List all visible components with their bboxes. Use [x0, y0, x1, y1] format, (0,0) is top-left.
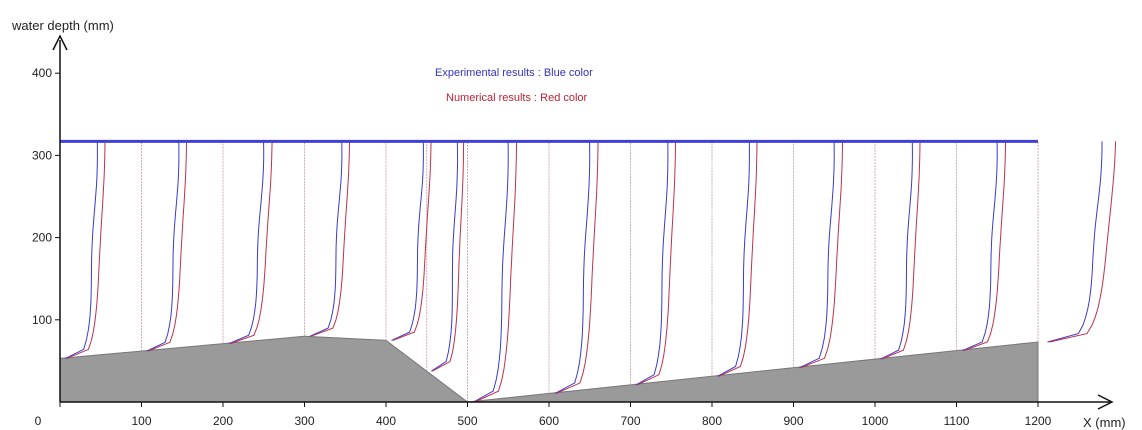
numerical-profile [636, 141, 676, 386]
numerical-profiles [66, 141, 1117, 403]
experimental-profiles [65, 141, 1103, 403]
experimental-profile [309, 141, 343, 337]
legend-numerical: Numerical results : Red color [446, 92, 588, 104]
y-tick-label: 100 [32, 313, 52, 327]
numerical-profile [311, 141, 350, 337]
y-ticks: 100 200 300 400 [32, 66, 60, 327]
x-axis-label: X (mm) [1083, 415, 1126, 430]
numerical-profile [800, 141, 844, 369]
numerical-profile [556, 141, 599, 394]
numerical-profile [718, 141, 758, 377]
experimental-profile [962, 141, 998, 352]
x-tick-label: 200 [213, 414, 233, 428]
y-tick-label: 400 [32, 66, 52, 80]
x-tick-label: 600 [539, 414, 559, 428]
y-axis-arrow-icon [52, 34, 68, 51]
experimental-profile [65, 141, 98, 359]
numerical-profile [474, 141, 518, 403]
x-tick-label: 900 [783, 414, 803, 428]
numerical-profile [432, 141, 465, 372]
x-tick-label: 700 [620, 414, 640, 428]
y-axis-label: water depth (mm) [11, 18, 114, 33]
x-tick-label: 800 [702, 414, 722, 428]
experimental-profile [554, 141, 591, 394]
experimental-profile [473, 141, 509, 403]
x-tick-label: 1200 [1025, 414, 1052, 428]
y-tick-label: 200 [32, 231, 52, 245]
x-tick-label: 1000 [862, 414, 889, 428]
legend-experimental: Experimental results : Blue color [435, 67, 593, 79]
numerical-profile [148, 141, 187, 352]
numerical-profile [230, 141, 273, 345]
experimental-profile [431, 141, 459, 372]
y-tick-label: 300 [32, 148, 52, 162]
experimental-profile [799, 141, 835, 369]
x-tick-label: 1100 [944, 414, 970, 428]
x-tick-label: 400 [376, 414, 396, 428]
experimental-profile [717, 141, 750, 377]
x-tick-label: 300 [294, 414, 314, 428]
x-tick-label-origin: 0 [35, 414, 42, 428]
numerical-profile [392, 141, 432, 341]
x-ticks: 100 200 300 400 500 600 700 800 900 1000 1100 1200 0 [35, 402, 1052, 428]
numerical-profile [66, 141, 106, 359]
numerical-profile [963, 141, 1007, 352]
experimental-profile [635, 141, 669, 386]
experimental-profile [391, 141, 424, 341]
x-axis-arrow-icon [1097, 394, 1114, 410]
experimental-profile [228, 141, 265, 345]
x-tick-label: 100 [131, 414, 151, 428]
experimental-profile [146, 141, 180, 352]
x-tick-label: 500 [457, 414, 477, 428]
experimental-profile [1047, 141, 1103, 343]
numerical-profile [1049, 141, 1117, 343]
numerical-profile [881, 141, 921, 360]
experimental-profile [880, 141, 913, 360]
